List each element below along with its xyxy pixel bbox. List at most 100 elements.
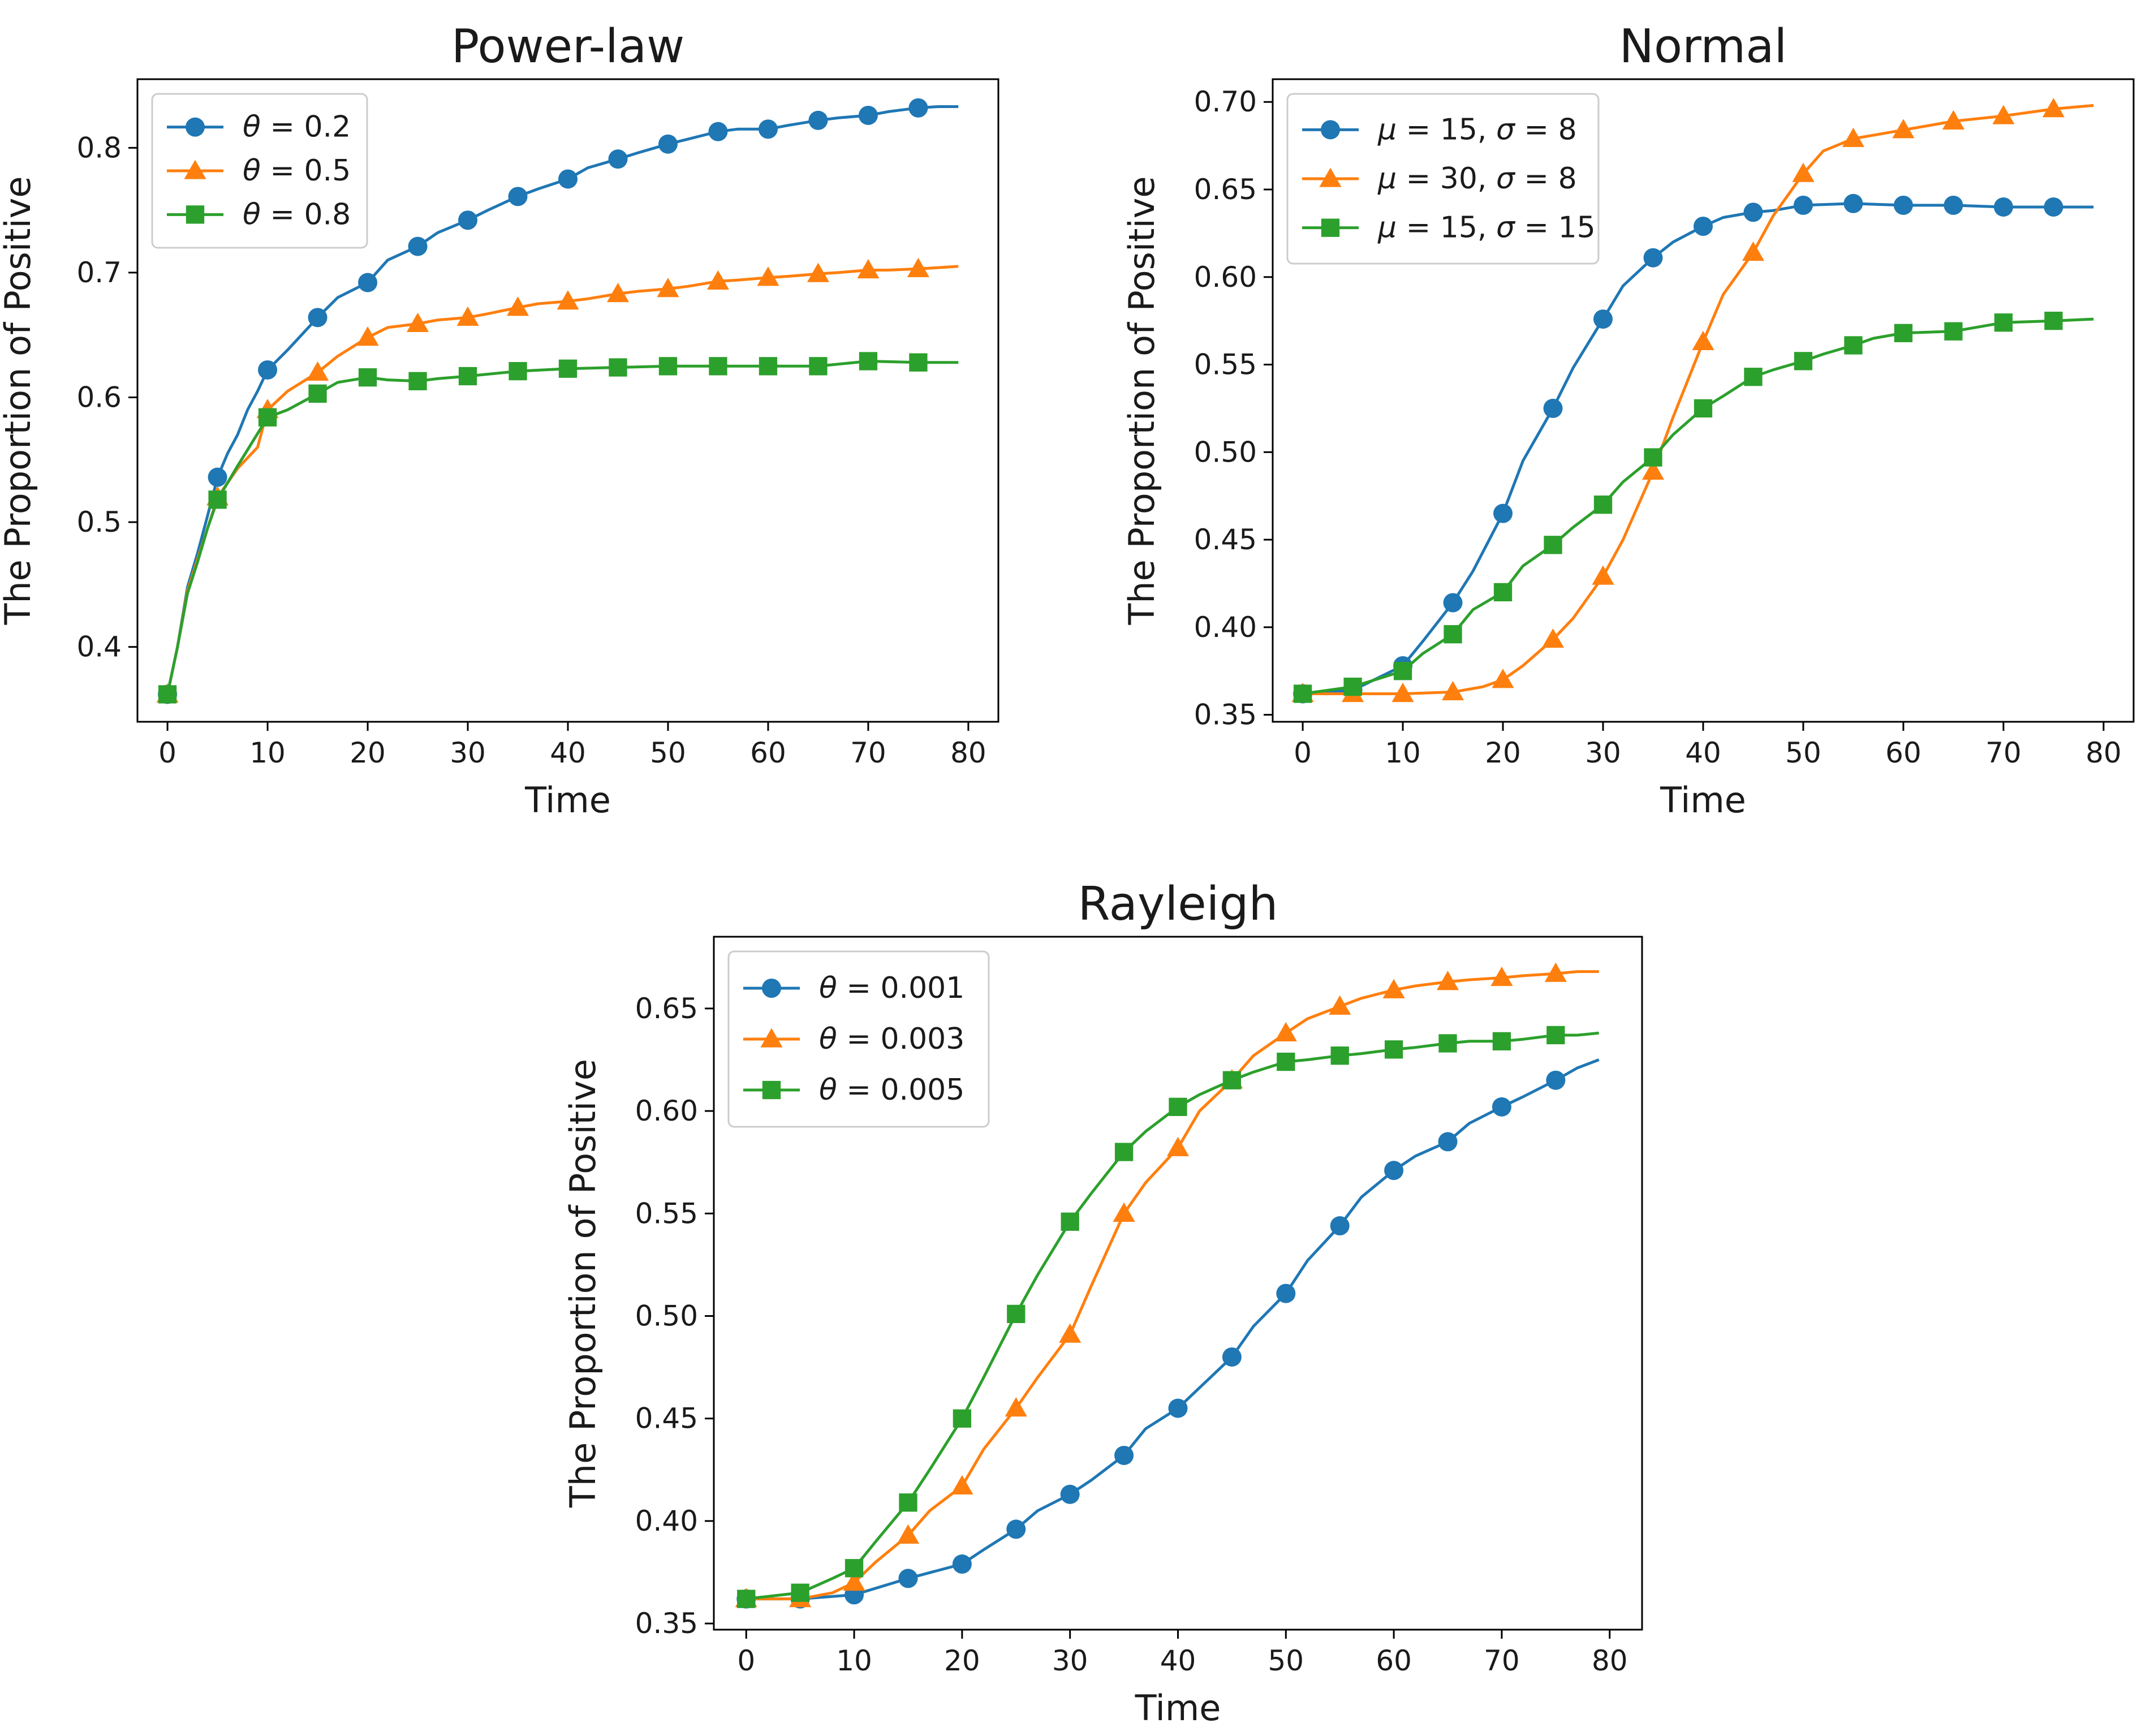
y-tick-label: 0.6 [76, 381, 122, 413]
chart-normal: Normal 0 10 20 30 40 50 60 70 80 0.35 0.40 0.45 0.50 0… [1121, 20, 2135, 821]
data-point [1114, 1445, 1134, 1465]
data-point [1007, 1304, 1026, 1324]
data-point [897, 1524, 920, 1544]
legend-label: θ = 0.001 [819, 971, 964, 1005]
y-tick-label: 0.55 [1194, 348, 1257, 381]
data-point [456, 306, 479, 326]
data-point [158, 685, 177, 704]
data-point [758, 119, 778, 139]
legend-marker [1321, 218, 1340, 237]
chart-rayleigh: Rayleigh 0 10 20 30 40 50 60 70 80 0.35 0.40 0.45 0.5… [562, 877, 1643, 1729]
data-point [708, 122, 728, 141]
data-point [1168, 1398, 1188, 1418]
x-axis-label: Time [524, 779, 611, 821]
legend-marker [762, 1080, 781, 1100]
data-point [1114, 1143, 1134, 1161]
plot-frame [1272, 78, 2135, 723]
legend-label: θ = 0.2 [243, 110, 351, 144]
series-3 [158, 352, 959, 704]
legend-marker [186, 205, 205, 224]
legend: θ = 0.2 θ = 0.5 θ = 0.8 [151, 93, 368, 249]
x-tick-label: 50 [1268, 1644, 1304, 1677]
data-point [2044, 312, 2063, 330]
data-point [1438, 1034, 1457, 1053]
data-point [1492, 1032, 1511, 1050]
data-point [1743, 203, 1763, 222]
data-point [1169, 1097, 1187, 1116]
data-point [1222, 1347, 1242, 1367]
y-tick-label: 0.60 [1194, 261, 1257, 294]
data-point [1329, 995, 1351, 1015]
y-tick-label: 0.35 [635, 1607, 698, 1640]
x-tick-label: 60 [750, 736, 786, 769]
data-point [899, 1493, 917, 1512]
data-point [2044, 197, 2063, 217]
data-point [857, 259, 880, 279]
data-point [1541, 628, 1565, 648]
data-point [1641, 460, 1665, 480]
data-point [1944, 322, 1963, 341]
series-3 [1293, 312, 2094, 703]
data-point [608, 149, 628, 169]
data-point [1644, 448, 1662, 467]
data-point [1222, 1071, 1242, 1089]
data-point [1993, 197, 2013, 217]
data-point [1384, 1040, 1403, 1059]
data-point [1844, 336, 1863, 355]
data-point [791, 1583, 809, 1602]
y-tick-label: 0.70 [1194, 85, 1257, 118]
data-point [408, 236, 428, 256]
data-point [1277, 1052, 1295, 1071]
data-point [1742, 241, 1765, 261]
legend-box [151, 93, 368, 249]
data-point [1060, 1484, 1080, 1504]
x-tick-label: 10 [836, 1644, 872, 1677]
data-point [557, 290, 579, 310]
data-point [1792, 162, 1815, 182]
data-point [458, 367, 477, 386]
x-tick-label: 30 [1052, 1644, 1088, 1677]
y-tick-label: 0.50 [635, 1299, 698, 1332]
data-point [1992, 105, 2015, 124]
chart-title: Normal [1619, 20, 1787, 74]
data-point [843, 1571, 865, 1591]
data-point [1794, 352, 1813, 371]
data-point [1005, 1397, 1027, 1417]
data-point [1343, 677, 1362, 696]
data-point [1330, 1216, 1350, 1236]
data-point [258, 360, 278, 380]
data-point [208, 467, 227, 487]
x-tick-label: 80 [950, 736, 986, 769]
y-axis-label: The Proportion of Positive [1121, 176, 1162, 625]
data-point [1694, 217, 1713, 236]
data-point [1113, 1202, 1135, 1222]
data-point [1436, 971, 1459, 990]
data-point [952, 1554, 972, 1574]
legend-marker [1321, 120, 1340, 140]
data-point [1438, 1132, 1458, 1152]
chart-power-law: Power-law 0 10 20 30 40 50 60 70 80 0.4 0.5 0.6 0.7 0.… [0, 20, 999, 821]
legend-label: μ = 15, σ = 15 [1377, 211, 1596, 245]
data-point [1061, 1212, 1079, 1231]
legend-label: θ = 0.003 [819, 1022, 964, 1056]
legend-marker [1319, 167, 1342, 187]
data-point [757, 266, 779, 286]
data-point [953, 1409, 972, 1428]
series-2 [735, 962, 1599, 1608]
series-line [166, 265, 959, 695]
data-point [1593, 496, 1613, 514]
legend-label: θ = 0.5 [243, 154, 351, 188]
data-point [606, 282, 630, 303]
data-point [1330, 1046, 1349, 1065]
legend-box [1286, 93, 1600, 265]
data-point [1893, 195, 1913, 215]
data-point [506, 296, 529, 316]
legend-label: μ = 15, σ = 8 [1377, 113, 1577, 147]
data-point [1382, 979, 1405, 998]
data-point [1892, 119, 1915, 139]
data-point [1592, 565, 1614, 585]
data-point [1546, 1070, 1566, 1090]
series-1 [158, 98, 959, 704]
data-point [1544, 962, 1567, 982]
